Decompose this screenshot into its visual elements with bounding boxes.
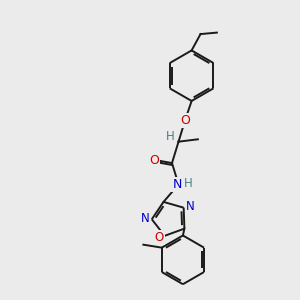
Text: O: O: [149, 154, 159, 166]
Text: H: H: [166, 130, 175, 143]
Text: N: N: [172, 178, 182, 191]
Text: O: O: [180, 114, 190, 127]
Text: H: H: [184, 177, 192, 190]
Text: O: O: [155, 231, 164, 244]
Text: N: N: [141, 212, 150, 225]
Text: N: N: [186, 200, 195, 213]
